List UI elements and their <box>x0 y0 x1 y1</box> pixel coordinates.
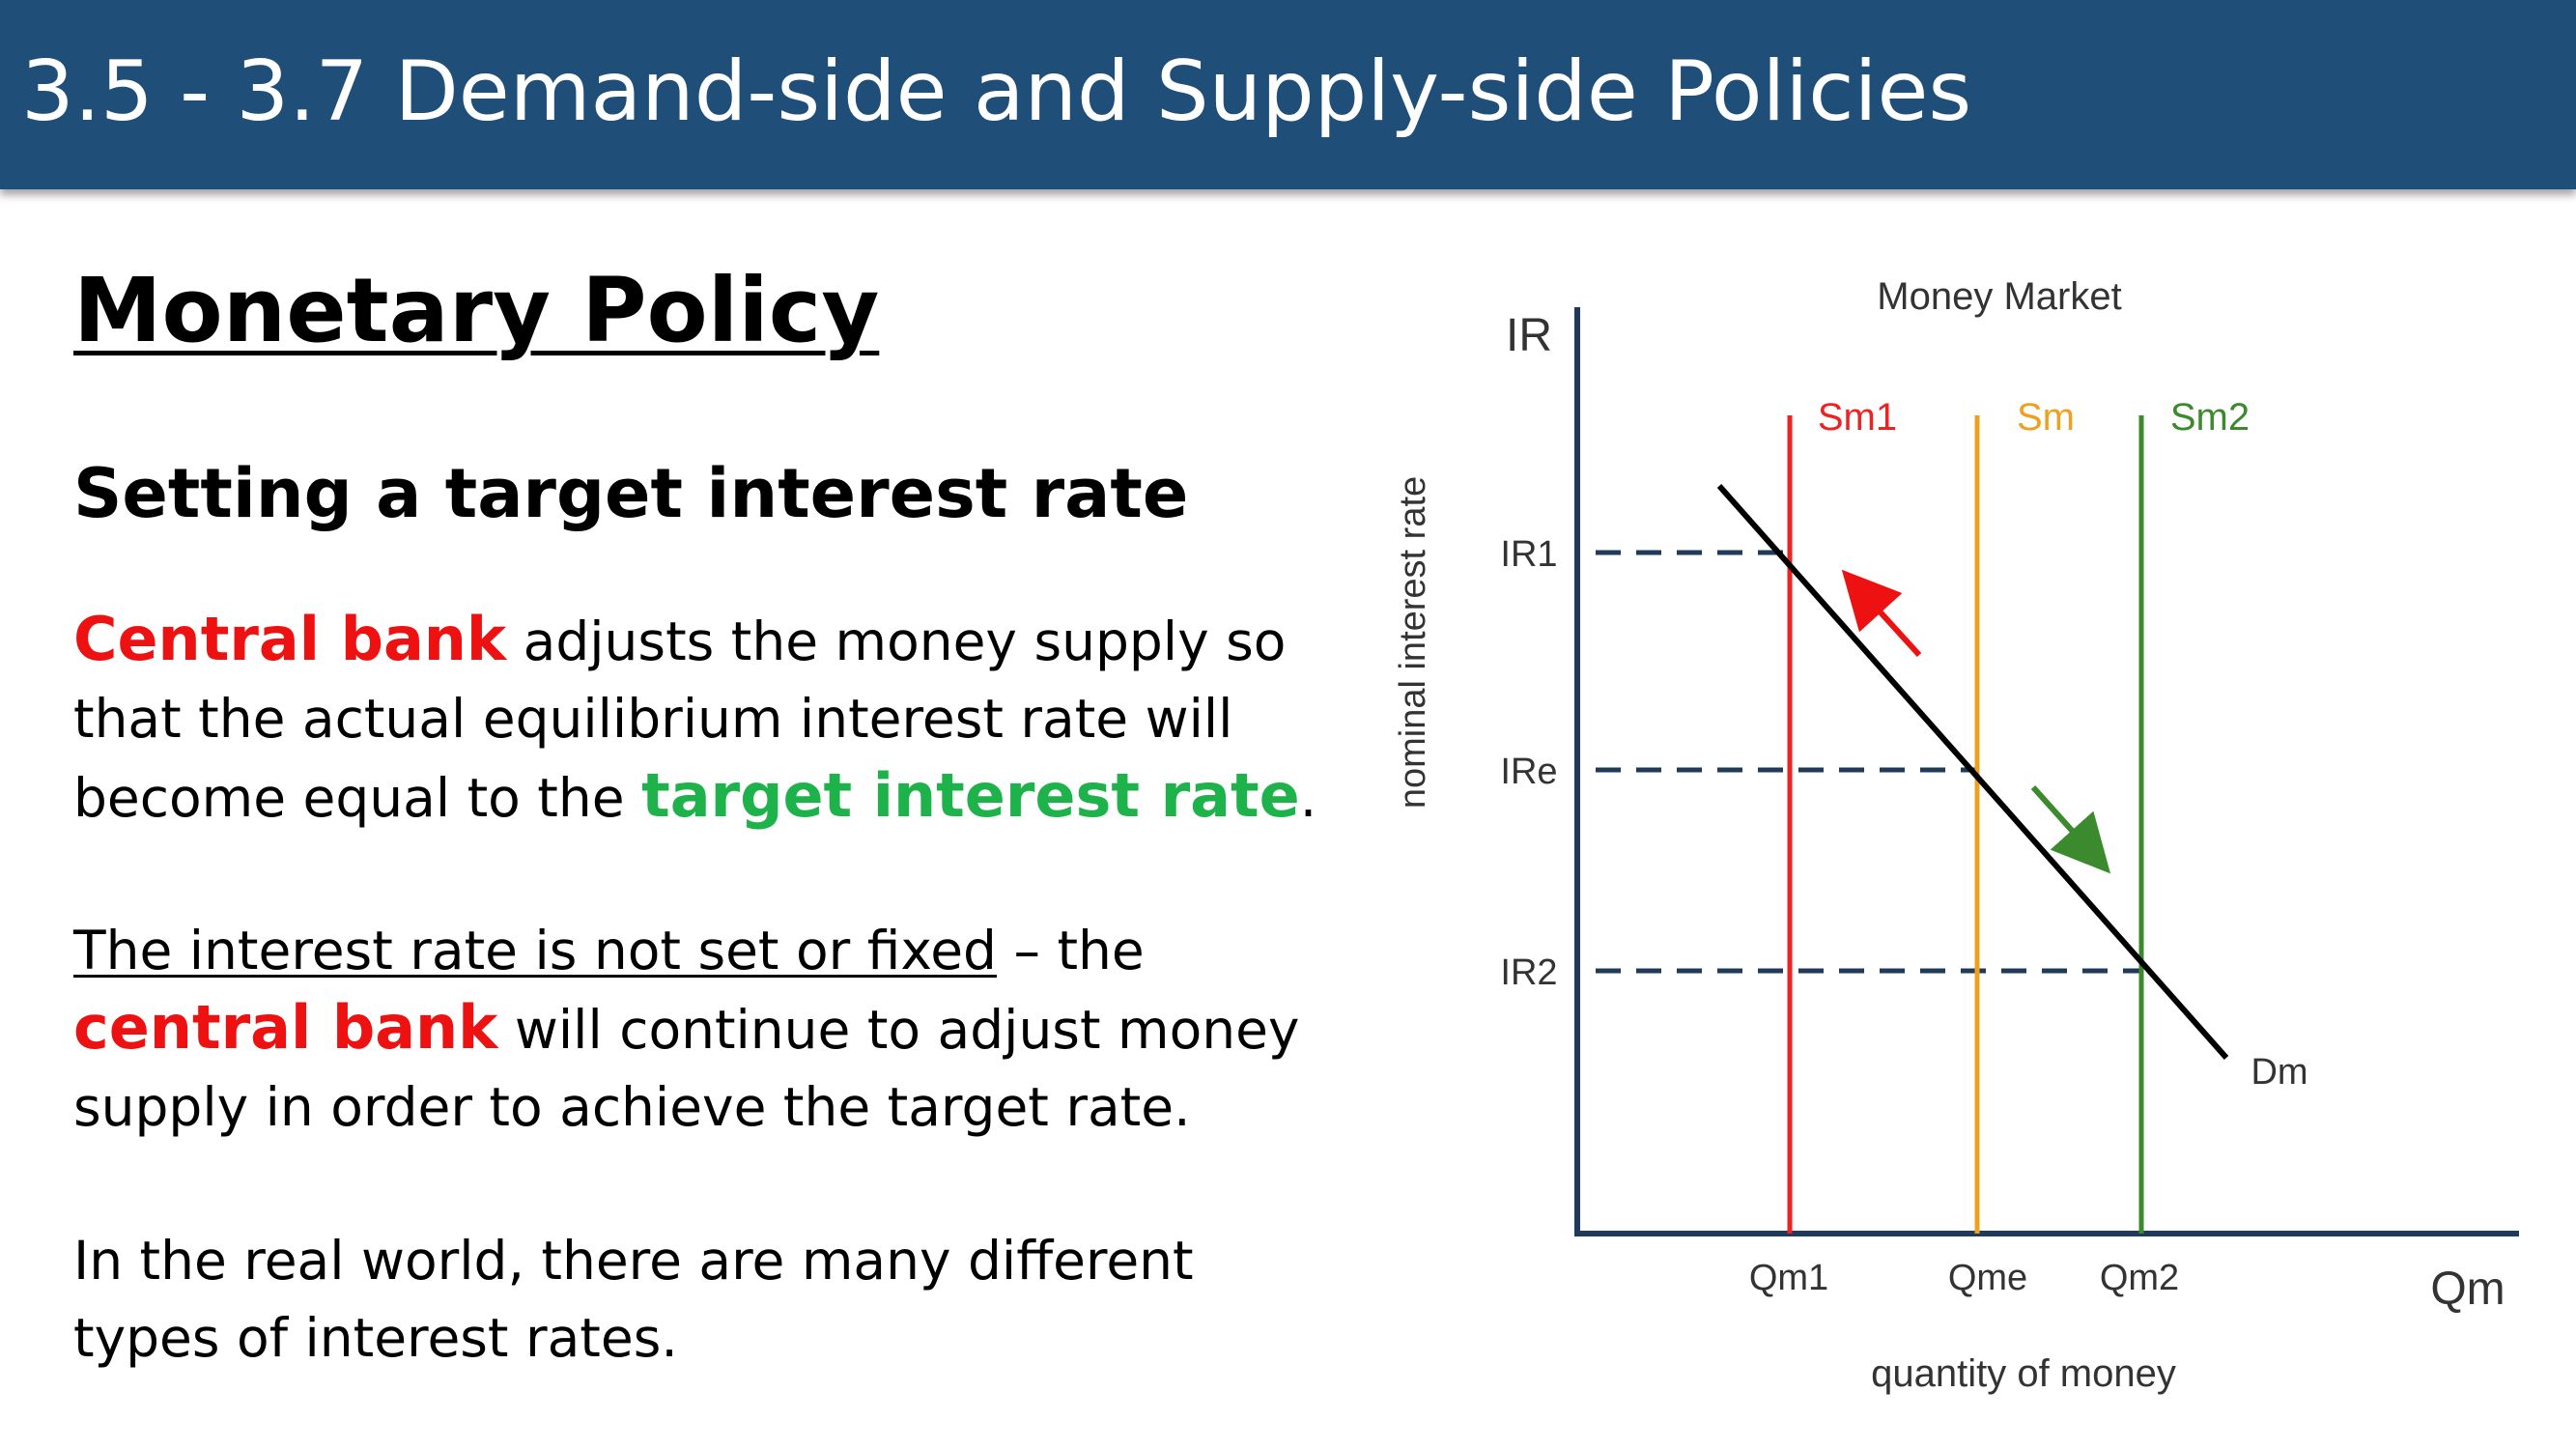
arrow-up-left <box>1841 569 1922 658</box>
label-ir2: IR2 <box>1500 952 1557 993</box>
label-sm: Sm <box>2017 396 2075 439</box>
label-ir1: IR1 <box>1500 534 1557 575</box>
paragraph-not-fixed: The interest rate is not set or fixed – … <box>73 912 1329 1146</box>
money-market-diagram: Money Market IR Qm nominal interest rate… <box>1393 275 2519 1395</box>
label-qme: Qme <box>1948 1258 2027 1298</box>
title-bar: 3.5 - 3.7 Demand-side and Supply-side Po… <box>0 0 2576 189</box>
y-axis-symbol: IR <box>1506 310 1552 361</box>
section-heading: Monetary Policy <box>73 259 880 362</box>
label-sm2: Sm2 <box>2170 396 2250 439</box>
paragraph-text: will continue to adjust money supply in … <box>73 999 1300 1138</box>
label-sm1: Sm1 <box>1818 396 1897 439</box>
underlined-text: The interest rate is not set or fixed <box>73 920 997 981</box>
demand-curve-dm <box>1716 484 2229 1060</box>
diagram-title: Money Market <box>1877 275 2121 318</box>
highlight-central-bank: Central bank <box>73 604 507 674</box>
paragraph-text: – the <box>996 920 1145 981</box>
highlight-central-bank: central bank <box>73 992 498 1063</box>
highlight-target-rate: target interest rate <box>641 760 1300 831</box>
paragraph-central-bank: Central bank adjusts the money supply so… <box>73 601 1329 837</box>
arrow-down-right <box>2030 784 2111 874</box>
section-subheading: Setting a target interest rate <box>73 454 1189 533</box>
x-axis-label: quantity of money <box>1871 1352 2176 1395</box>
label-qm2: Qm2 <box>2100 1258 2179 1298</box>
x-axis-symbol: Qm <box>2430 1264 2505 1315</box>
paragraph-text: adjusts the money supply so that the act… <box>73 611 1287 829</box>
paragraph-text: . <box>1299 767 1317 829</box>
label-ire: IRe <box>1500 752 1557 792</box>
paragraph-real-world: In the real world, there are many differ… <box>73 1230 1194 1369</box>
y-axis-label: nominal interest rate <box>1393 476 1433 809</box>
slide-title: 3.5 - 3.7 Demand-side and Supply-side Po… <box>21 43 1972 140</box>
label-dm: Dm <box>2250 1052 2307 1093</box>
label-qm1: Qm1 <box>1749 1258 1828 1298</box>
